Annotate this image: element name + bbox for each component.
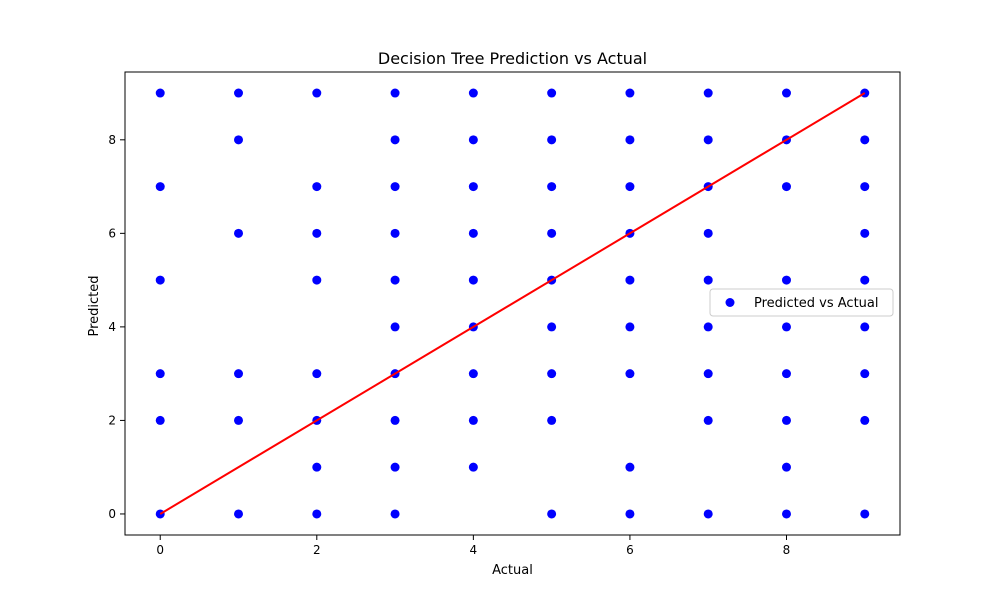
scatter-point	[781, 182, 791, 192]
scatter-point	[625, 182, 635, 192]
scatter-point	[312, 182, 322, 192]
scatter-point	[155, 415, 165, 425]
scatter-point	[547, 415, 557, 425]
x-tick-label: 2	[313, 543, 321, 557]
scatter-point	[390, 415, 400, 425]
scatter-point	[547, 322, 557, 332]
scatter-point	[860, 228, 870, 238]
scatter-point	[155, 88, 165, 98]
scatter-point	[781, 462, 791, 472]
scatter-point	[625, 369, 635, 379]
axes-frame	[124, 71, 901, 536]
scatter-point	[703, 275, 713, 285]
scatter-point	[234, 369, 244, 379]
scatter-point	[860, 322, 870, 332]
scatter-point	[781, 509, 791, 519]
scatter-point	[860, 275, 870, 285]
scatter-point	[625, 135, 635, 145]
scatter-point	[625, 509, 635, 519]
scatter-point	[312, 88, 322, 98]
scatter-point	[860, 182, 870, 192]
y-tick-label: 8	[108, 133, 116, 147]
scatter-point	[781, 322, 791, 332]
scatter-point	[468, 228, 478, 238]
scatter-point	[312, 275, 322, 285]
scatter-point	[625, 88, 635, 98]
x-tick-label: 6	[626, 543, 634, 557]
y-axis-label: Predicted	[87, 275, 102, 336]
scatter-point	[547, 228, 557, 238]
scatter-point	[390, 88, 400, 98]
scatter-point	[468, 369, 478, 379]
scatter-point	[860, 135, 870, 145]
x-tick-label: 0	[156, 543, 164, 557]
scatter-point	[468, 415, 478, 425]
scatter-point	[547, 369, 557, 379]
y-tick-label: 0	[108, 507, 116, 521]
scatter-point	[625, 462, 635, 472]
scatter-point	[468, 135, 478, 145]
scatter-point	[468, 275, 478, 285]
scatter-point	[390, 275, 400, 285]
scatter-point	[625, 322, 635, 332]
scatter-point	[547, 135, 557, 145]
scatter-point	[547, 509, 557, 519]
scatter-point	[468, 462, 478, 472]
x-tick-label: 8	[783, 543, 791, 557]
axes: 0 2 4 6 8 0 2 4 6 8	[108, 71, 901, 557]
scatter-point	[390, 322, 400, 332]
scatter-point	[312, 369, 322, 379]
scatter-point	[625, 275, 635, 285]
scatter-point	[703, 509, 713, 519]
scatter-point	[703, 228, 713, 238]
scatter-point	[155, 369, 165, 379]
scatter-point	[860, 415, 870, 425]
x-tick-label: 4	[470, 543, 478, 557]
legend-box	[709, 288, 894, 317]
legend-label: Predicted vs Actual	[754, 296, 878, 311]
x-axis-label: Actual	[492, 563, 533, 578]
scatter-point	[703, 322, 713, 332]
y-tick-label: 2	[108, 413, 116, 427]
scatter-point	[860, 369, 870, 379]
scatter-point	[312, 462, 322, 472]
scatter-point	[234, 509, 244, 519]
scatter-point	[155, 182, 165, 192]
scatter-point	[703, 88, 713, 98]
legend: Predicted vs Actual	[709, 288, 894, 317]
scatter-point	[703, 415, 713, 425]
scatter-point	[312, 509, 322, 519]
scatter-point	[781, 415, 791, 425]
scatter-point	[234, 135, 244, 145]
legend-marker	[725, 298, 735, 307]
scatter-point	[781, 275, 791, 285]
scatter-point	[703, 135, 713, 145]
reference-line	[159, 92, 866, 515]
scatter-point	[703, 369, 713, 379]
scatter-point	[234, 415, 244, 425]
scatter-point	[390, 182, 400, 192]
chart-title: Decision Tree Prediction vs Actual	[378, 49, 647, 68]
y-tick-label: 6	[108, 226, 116, 240]
scatter-point	[781, 88, 791, 98]
scatter-point	[547, 88, 557, 98]
scatter-point	[781, 369, 791, 379]
scatter-point	[234, 88, 244, 98]
scatter-point	[390, 462, 400, 472]
scatter-point	[468, 88, 478, 98]
scatter-point	[390, 228, 400, 238]
scatter-point	[312, 228, 322, 238]
scatter-point	[390, 509, 400, 519]
scatter-point	[468, 182, 478, 192]
scatter-point	[547, 182, 557, 192]
scatter-point	[155, 275, 165, 285]
scatter-point	[860, 509, 870, 519]
y-tick-label: 4	[108, 320, 116, 334]
plot-area	[155, 88, 870, 519]
scatter-point	[234, 228, 244, 238]
scatter-point	[390, 135, 400, 145]
